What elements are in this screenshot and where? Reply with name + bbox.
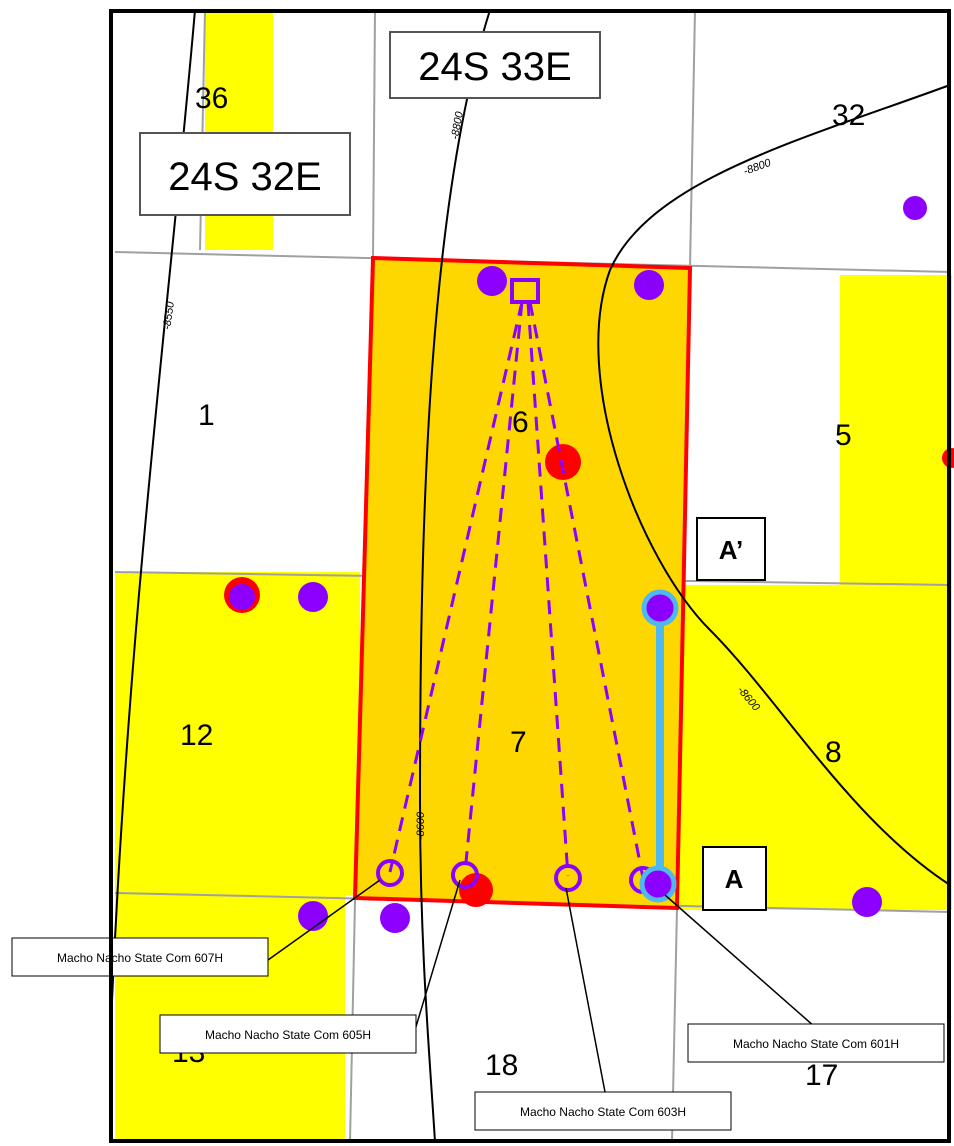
label-box — [696, 517, 766, 581]
leaders — [267, 879, 816, 1093]
well — [229, 584, 255, 610]
section-number: 5 — [835, 419, 852, 452]
township-label: 24S 33E — [418, 45, 571, 89]
contour-label: -8600 — [415, 811, 427, 840]
section-number: 36 — [195, 82, 228, 115]
well-label-box — [474, 1091, 732, 1131]
contour-label: -8800 — [449, 110, 466, 141]
cross-section-label: A — [725, 864, 744, 894]
cross-section-end — [641, 589, 679, 627]
township-label: 24S 32E — [168, 155, 321, 199]
section-number: 18 — [485, 1049, 518, 1082]
well-label-box — [159, 1014, 417, 1054]
label-box — [702, 846, 767, 911]
section-number: 7 — [510, 726, 527, 759]
cross-section-start — [639, 865, 677, 903]
well-label: Macho Nacho State Com 607H — [57, 951, 223, 965]
well-label: Macho Nacho State Com 605H — [205, 1028, 371, 1042]
well-label-box — [687, 1023, 945, 1063]
township-box — [139, 132, 351, 216]
well-label-box — [11, 937, 269, 977]
well-label: Macho Nacho State Com 601H — [733, 1037, 899, 1051]
map-frame — [109, 9, 951, 1143]
unit-boundary — [352, 255, 693, 911]
section-number: 8 — [825, 736, 842, 769]
cross-section-label: A’ — [719, 535, 744, 565]
section-number: 6 — [512, 406, 529, 439]
section-number: 32 — [832, 99, 865, 132]
well-label: Macho Nacho State Com 603H — [520, 1105, 686, 1119]
wells — [298, 196, 927, 933]
surface-location — [510, 278, 540, 304]
section-number: 1 — [198, 399, 215, 432]
township-box — [389, 31, 601, 99]
section-number: 17 — [805, 1059, 838, 1092]
bottom-holes — [376, 859, 657, 894]
section-number: 12 — [180, 719, 213, 752]
well-paths — [388, 301, 645, 879]
contour-label: -8550 — [161, 300, 177, 330]
